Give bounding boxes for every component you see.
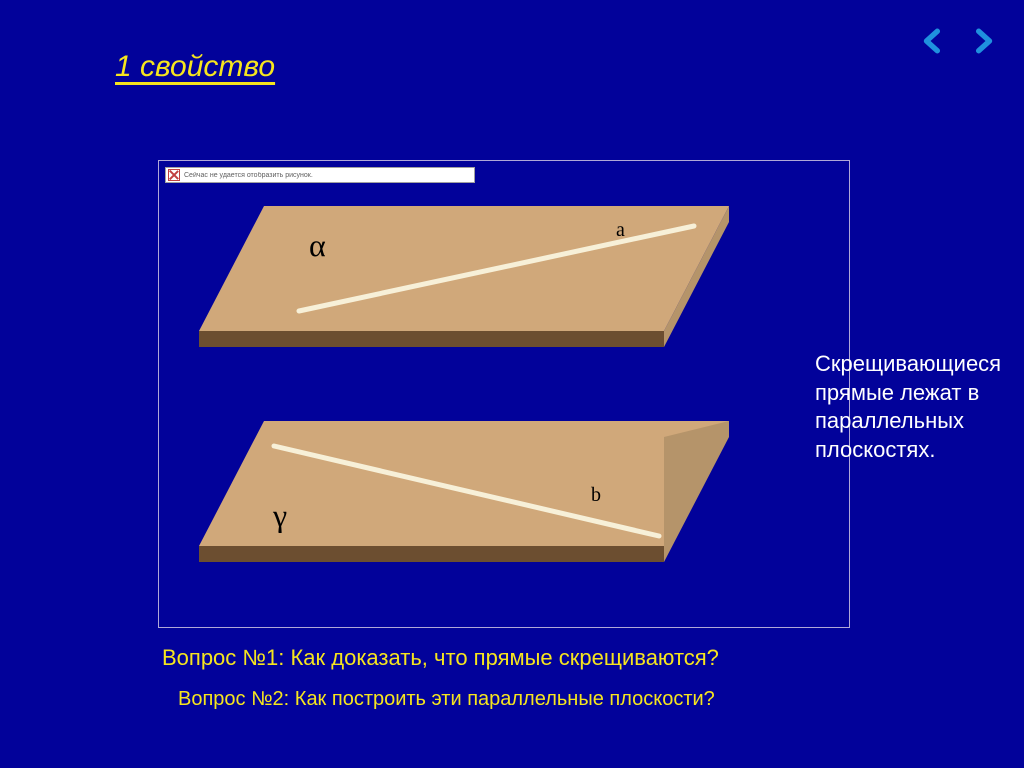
plane-alpha: α a — [199, 206, 729, 347]
slide-title: 1 свойство — [115, 50, 275, 84]
question-1: Вопрос №1: Как доказать, что прямые скре… — [162, 645, 719, 671]
chevron-right-icon — [970, 28, 996, 54]
chevron-left-icon — [920, 28, 946, 54]
question-2: Вопрос №2: Как построить эти параллельны… — [178, 688, 715, 711]
alpha-label: α — [309, 227, 326, 263]
side-description: Скрещивающиеся прямые лежат в параллельн… — [815, 350, 1015, 464]
nav-arrows — [920, 28, 996, 54]
b-label: b — [591, 484, 601, 506]
plane-gamma: γ b — [199, 421, 729, 562]
diagram-frame: Сейчас не удается отобразить рисунок. α … — [158, 160, 850, 628]
planes-diagram: α a γ b — [159, 161, 849, 627]
prev-arrow-button[interactable] — [920, 28, 946, 54]
next-arrow-button[interactable] — [970, 28, 996, 54]
gamma-label: γ — [272, 497, 287, 533]
a-label: a — [616, 219, 625, 241]
